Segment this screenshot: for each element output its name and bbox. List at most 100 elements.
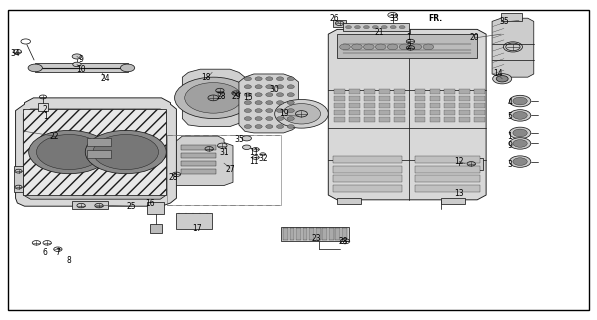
Circle shape — [287, 93, 294, 97]
Circle shape — [513, 112, 527, 119]
Bar — [415, 96, 426, 101]
Bar — [459, 96, 470, 101]
Text: 7: 7 — [55, 248, 60, 257]
Circle shape — [276, 93, 284, 97]
Bar — [303, 228, 307, 240]
Bar — [364, 110, 375, 115]
Circle shape — [266, 85, 273, 89]
Text: 2: 2 — [43, 105, 48, 114]
Circle shape — [340, 44, 350, 50]
Circle shape — [260, 153, 266, 156]
Bar — [150, 224, 162, 233]
Polygon shape — [492, 18, 534, 77]
Bar — [415, 166, 480, 173]
Circle shape — [244, 124, 251, 128]
Text: 35: 35 — [234, 135, 244, 144]
Text: 11: 11 — [249, 148, 259, 156]
Bar — [283, 228, 288, 240]
Circle shape — [28, 64, 42, 72]
Bar — [333, 156, 402, 163]
Text: 9: 9 — [79, 55, 84, 64]
Circle shape — [242, 145, 251, 149]
Circle shape — [36, 134, 102, 170]
Circle shape — [513, 97, 527, 105]
Bar — [147, 202, 165, 214]
Bar — [180, 145, 216, 150]
Bar — [429, 110, 440, 115]
Text: 33: 33 — [389, 14, 399, 23]
Bar — [501, 13, 522, 21]
Bar — [349, 117, 360, 122]
Circle shape — [287, 101, 294, 105]
Bar — [333, 166, 402, 173]
Circle shape — [93, 134, 159, 170]
Circle shape — [255, 117, 262, 121]
Bar — [415, 89, 426, 94]
Text: 28: 28 — [169, 173, 178, 182]
Circle shape — [509, 95, 531, 107]
Bar — [337, 34, 477, 58]
Text: 27: 27 — [225, 165, 235, 174]
Circle shape — [376, 44, 386, 50]
Text: 1: 1 — [507, 132, 512, 140]
Circle shape — [255, 85, 262, 89]
Text: 16: 16 — [145, 198, 155, 207]
Polygon shape — [16, 98, 176, 206]
Bar — [379, 103, 390, 108]
Bar — [459, 158, 483, 170]
Circle shape — [266, 109, 273, 113]
Bar — [474, 110, 485, 115]
Circle shape — [266, 101, 273, 105]
Bar — [180, 153, 216, 158]
Text: 10: 10 — [76, 65, 86, 74]
Circle shape — [266, 117, 273, 121]
Bar — [429, 96, 440, 101]
Bar — [474, 103, 485, 108]
Bar — [296, 228, 301, 240]
Circle shape — [244, 93, 251, 97]
Bar — [349, 96, 360, 101]
Bar — [415, 175, 480, 182]
Bar — [333, 20, 346, 27]
Circle shape — [276, 109, 284, 113]
Bar — [444, 96, 455, 101]
Circle shape — [390, 26, 396, 29]
Circle shape — [411, 44, 422, 50]
Bar — [415, 103, 426, 108]
Circle shape — [266, 124, 273, 128]
Text: 32: 32 — [258, 154, 267, 163]
Circle shape — [509, 110, 531, 121]
Text: 13: 13 — [454, 189, 464, 198]
Bar — [14, 166, 23, 192]
Circle shape — [423, 44, 433, 50]
Circle shape — [244, 117, 251, 121]
Bar — [444, 103, 455, 108]
Circle shape — [276, 77, 284, 81]
Circle shape — [399, 44, 410, 50]
Text: 28: 28 — [338, 237, 348, 246]
Bar — [334, 96, 345, 101]
Bar — [316, 228, 321, 240]
Bar — [394, 96, 405, 101]
Bar — [444, 117, 455, 122]
Bar — [342, 228, 347, 240]
Bar — [334, 117, 345, 122]
Circle shape — [355, 26, 361, 29]
Polygon shape — [182, 69, 245, 126]
Text: 30: 30 — [270, 85, 279, 94]
Polygon shape — [239, 74, 298, 133]
Text: 14: 14 — [493, 69, 503, 78]
Bar — [459, 89, 470, 94]
Polygon shape — [23, 109, 167, 199]
Circle shape — [276, 117, 284, 121]
Bar — [364, 103, 375, 108]
Text: 5: 5 — [507, 113, 512, 122]
Text: 28: 28 — [216, 92, 226, 101]
Bar — [35, 63, 128, 72]
Text: 19: 19 — [279, 109, 288, 118]
Bar — [379, 117, 390, 122]
Bar — [168, 134, 281, 204]
Bar — [87, 138, 111, 146]
Circle shape — [72, 54, 82, 59]
Circle shape — [255, 77, 262, 81]
